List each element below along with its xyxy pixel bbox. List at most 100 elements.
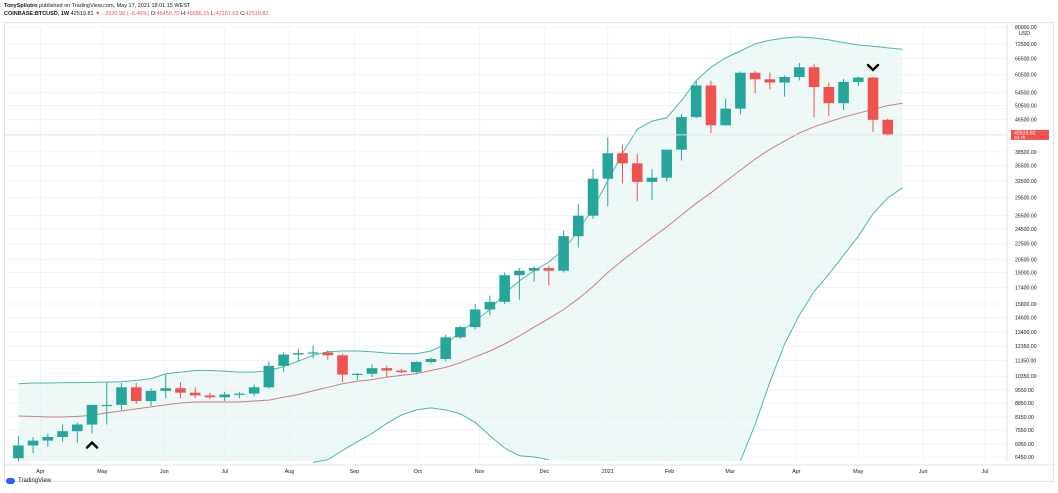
candle: [661, 149, 673, 182]
candle-body: [514, 270, 525, 276]
candle-body: [116, 387, 127, 405]
time-tick-label: Feb: [665, 469, 674, 475]
candle: [307, 345, 319, 359]
price-tick-label: 7550.00: [1015, 428, 1034, 434]
candle-body: [234, 393, 245, 395]
high-value: 46686.15: [186, 11, 210, 17]
candle: [543, 265, 555, 286]
candle: [86, 404, 98, 434]
low-label: L:: [211, 11, 216, 17]
candle: [749, 71, 761, 94]
time-tick-label: Apr: [36, 469, 45, 475]
chart-frame[interactable]: 80000.00 72500.00 66500.00 60500.00 54500.00…: [4, 22, 1055, 483]
candle-body: [661, 149, 673, 178]
high-label: H:: [181, 11, 187, 17]
candle: [469, 303, 481, 330]
time-tick-label: Nov: [475, 469, 485, 475]
candle-body: [13, 445, 24, 459]
candle-body: [573, 215, 584, 237]
buy-setup-chevron-icon: [85, 440, 99, 449]
candle-body: [587, 178, 599, 216]
candle-body: [204, 395, 216, 398]
price-tick-label: 10350.00: [1015, 374, 1037, 380]
candle-body: [307, 352, 319, 354]
price-tick-label: 72500.00: [1015, 42, 1037, 48]
candle: [101, 382, 113, 425]
candle: [735, 71, 746, 115]
candle-body: [543, 268, 555, 271]
price-tick-label: 12350.00: [1015, 344, 1037, 350]
candle-body: [86, 404, 98, 425]
price-tick-label: 17400.00: [1015, 286, 1037, 292]
candle: [278, 352, 289, 373]
price-tick-label: 46500.00: [1015, 118, 1037, 124]
candle-body: [528, 268, 540, 271]
candle-body: [72, 424, 83, 432]
candle: [145, 388, 157, 406]
candle: [573, 203, 584, 248]
candle-body: [160, 388, 172, 391]
candle: [337, 353, 348, 383]
candle: [57, 424, 68, 442]
candle-body: [735, 72, 746, 109]
price-tick-label: 19000.00: [1015, 270, 1037, 276]
candle: [27, 437, 39, 454]
candle-body: [469, 309, 481, 328]
candle: [528, 266, 540, 282]
price-tick-label: 6450.00: [1015, 455, 1034, 461]
candle-body: [794, 67, 805, 77]
candle-body: [617, 153, 628, 164]
candle: [631, 154, 643, 202]
publish-info: published on TradingView.com, May 17, 20…: [39, 3, 191, 9]
candle: [558, 230, 569, 273]
time-tick-label: Aug: [285, 469, 295, 475]
candle: [263, 361, 275, 390]
author-name[interactable]: TonySpilotro: [4, 3, 38, 9]
candle: [720, 98, 731, 126]
candle-body: [293, 353, 304, 355]
candle-body: [455, 327, 466, 338]
last-price-tag-value: 42519.82: [1014, 130, 1036, 136]
price-tick-label: 32500.00: [1015, 179, 1037, 185]
publish-line: TonySpilotro published on TradingView.co…: [4, 2, 704, 10]
close-label: C:: [240, 11, 246, 17]
price-tick-label: 66500.00: [1015, 57, 1037, 63]
candle-body: [440, 337, 451, 359]
candle: [204, 392, 216, 400]
candle-body: [749, 72, 761, 80]
time-tick-label: Jul: [221, 469, 228, 475]
ohlc-line: COINBASE:BTCUSD, 1W 42519.81 ▼ −3930.98 …: [4, 10, 704, 18]
candle: [322, 350, 334, 360]
candle-body: [882, 119, 894, 135]
candle: [852, 76, 864, 87]
candle-body: [278, 354, 289, 366]
price-tick-label: 8850.00: [1015, 401, 1034, 407]
price-tick-label: 11350.00: [1015, 358, 1036, 364]
candle-body: [57, 431, 68, 438]
tradingview-logo-icon: [6, 478, 15, 484]
candle: [646, 169, 658, 201]
low-value: 42167.69: [215, 11, 239, 17]
candle-body: [808, 67, 820, 87]
candle-body: [27, 440, 39, 446]
candle: [116, 382, 127, 410]
candle: [808, 63, 820, 118]
price-tick-label: 26500.00: [1015, 214, 1037, 220]
price-tick-label: 24500.00: [1015, 227, 1037, 233]
candle: [514, 268, 525, 300]
open-value: 46450.70: [156, 11, 180, 17]
time-tick-label: Sep: [350, 469, 360, 475]
candle: [396, 368, 407, 373]
candle-body: [396, 370, 407, 373]
brand-name[interactable]: TradingView: [18, 478, 52, 484]
candle-body: [631, 163, 643, 182]
price-tick-label: 6950.00: [1015, 442, 1034, 448]
last-price-tag: [1011, 129, 1049, 140]
candle: [440, 334, 451, 362]
candle-body: [705, 85, 717, 126]
candle: [72, 422, 83, 444]
price-change: ▼ −3930.98 (−8.46%): [95, 11, 150, 17]
price-chart[interactable]: 80000.00 72500.00 66500.00 60500.00 54500.00…: [5, 23, 1055, 483]
candle-body: [322, 352, 334, 356]
candle: [484, 295, 496, 316]
